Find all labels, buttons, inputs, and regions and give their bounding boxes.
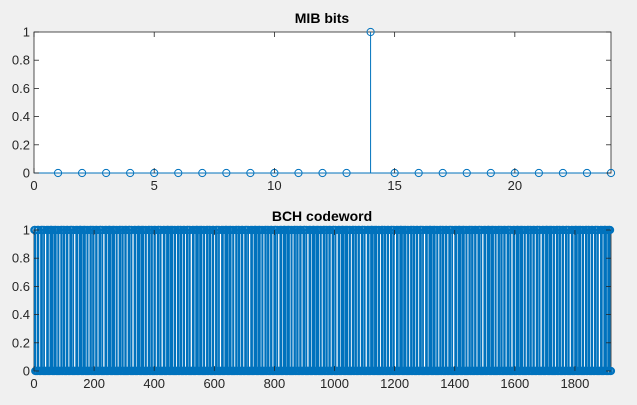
bch-codeword-ytick-label: 0 [23,364,30,379]
mib-bits-title: MIB bits [295,10,350,26]
mib-bits-xtick-label: 0 [30,178,37,193]
bch-codeword-title: BCH codeword [272,208,372,224]
bch-codeword-xtick-label: 1200 [380,376,409,391]
bch-codeword-y-axis: 0 0.2 0.4 0.6 0.8 1 [12,223,611,379]
bch-codeword-ytick-label: 0.8 [12,251,30,266]
bch-codeword-ytick-label: 0.4 [12,307,30,322]
bch-codeword-xtick-label: 600 [203,376,225,391]
mib-bits-ytick-label: 0.8 [12,53,30,68]
bch-codeword-ytick-label: 1 [23,223,30,238]
bch-codeword-ytick-label: 0.6 [12,279,30,294]
bch-codeword-xtick-label: 800 [264,376,286,391]
mib-bits-axes: MIB bits 0 5 10 15 20 0 0.2 0.4 0.6 0.8 1 [12,10,616,193]
mib-bits-xtick-label: 10 [267,178,281,193]
mib-bits-xtick-label: 15 [387,178,401,193]
bch-codeword-xtick-label: 400 [143,376,165,391]
mib-bits-ytick-label: 0.2 [12,137,30,152]
mib-bits-xtick-label: 5 [151,178,158,193]
mib-bits-marker [366,27,375,37]
bch-codeword-xtick-label: 0 [30,376,37,391]
mib-bits-plot-area [33,31,612,174]
bch-codeword-xtick-label: 1800 [560,376,589,391]
bch-codeword-stems [33,230,611,371]
mib-bits-y-axis: 0 0.2 0.4 0.6 0.8 1 [12,25,611,181]
mib-bits-ytick-label: 1 [23,25,30,40]
bch-codeword-xtick-label: 1400 [440,376,469,391]
bch-codeword-xtick-label: 1000 [320,376,349,391]
mib-bits-xtick-label: 20 [508,178,522,193]
bch-codeword-markers-zero [31,366,616,376]
mib-bits-ytick-label: 0.4 [12,109,30,124]
bch-codeword-markers-one [30,225,615,235]
bch-codeword-axes: BCH codeword 0 200 400 600 800 1000 1200 1400 16… [12,208,616,391]
bch-codeword-x-axis: 0 200 400 600 800 1000 1200 1400 1600 1800 [30,230,589,391]
mib-bits-ytick-label: 0 [23,166,30,181]
mib-bits-x-axis: 0 5 10 15 20 [30,32,522,193]
bch-codeword-xtick-label: 1600 [500,376,529,391]
bch-codeword-xtick-label: 200 [83,376,105,391]
mib-bits-ytick-label: 0.6 [12,81,30,96]
bch-codeword-ytick-label: 0.2 [12,335,30,350]
